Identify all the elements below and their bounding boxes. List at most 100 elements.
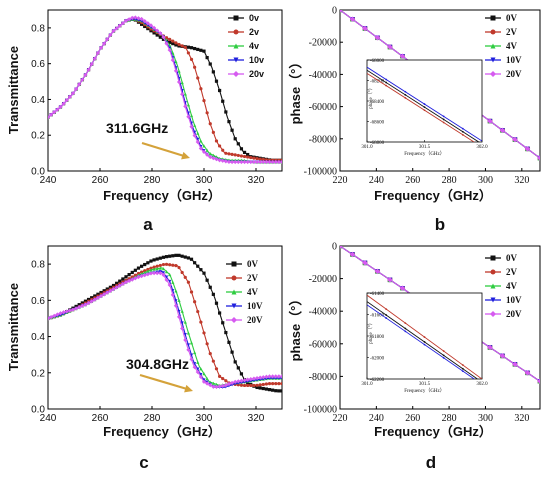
data-point [130, 270, 134, 275]
data-point [146, 27, 150, 31]
data-point [177, 253, 181, 257]
data-point [258, 159, 263, 165]
y-axis-label: phase（°） [288, 293, 303, 362]
data-point [230, 128, 234, 132]
data-point [264, 387, 268, 391]
plot-frame [47, 9, 283, 172]
data-point [148, 271, 154, 276]
inset-data-point [442, 115, 445, 118]
data-point [189, 353, 194, 357]
inset-x-tick-label: 301.5 [419, 145, 431, 150]
data-point [183, 320, 187, 324]
data-point [217, 158, 222, 163]
legend-label: 0v [249, 13, 259, 23]
legend-marker [231, 289, 237, 295]
data-point [273, 374, 278, 379]
data-point [171, 289, 175, 293]
data-point [242, 150, 247, 154]
data-point [258, 157, 262, 161]
data-point [180, 44, 184, 48]
data-point [374, 268, 381, 275]
data-point [362, 25, 368, 32]
data-point [174, 41, 178, 45]
y-tick-label: 0.2 [31, 131, 45, 142]
inset-data-point [423, 106, 426, 109]
data-point [177, 309, 181, 314]
data-point [249, 155, 253, 160]
legend-label: 0V [506, 13, 518, 23]
data-point [537, 378, 540, 385]
data-point [205, 278, 209, 282]
data-point [114, 26, 119, 31]
legend-label: 10V [506, 55, 522, 65]
data-point [255, 383, 259, 387]
data-point [186, 103, 190, 107]
data-point [261, 375, 266, 380]
data-point [117, 23, 122, 28]
inset-data-point [385, 81, 388, 84]
data-point [199, 139, 203, 143]
data-point [158, 263, 162, 268]
data-point [86, 300, 91, 306]
data-point [221, 99, 225, 103]
data-point [86, 67, 91, 72]
x-tick-label: 280 [144, 413, 161, 424]
data-point [186, 45, 190, 49]
data-point [49, 112, 54, 117]
legend-marker [490, 255, 496, 261]
data-point [111, 283, 116, 288]
data-point [214, 382, 219, 386]
data-point [245, 159, 250, 165]
y-tick-label: 0 [332, 6, 337, 17]
y-tick-label: -60000 [309, 102, 337, 113]
data-point [195, 139, 200, 145]
data-point [174, 43, 178, 47]
data-point [176, 314, 182, 319]
data-point [127, 17, 132, 22]
data-point [152, 258, 156, 262]
data-point [196, 360, 200, 364]
data-point [227, 120, 231, 124]
data-point [280, 389, 282, 393]
data-point [133, 15, 138, 20]
legend-marker [231, 303, 237, 309]
data-point [196, 131, 200, 135]
data-point [86, 297, 91, 302]
data-point [537, 155, 540, 161]
data-point [73, 87, 79, 92]
y-tick-label: -100000 [304, 405, 337, 416]
data-point [120, 21, 125, 26]
legend: 0V 2V 4V 10V 20V [226, 259, 263, 325]
data-point [221, 321, 225, 325]
data-point [205, 342, 209, 346]
data-point [208, 351, 212, 356]
data-point [239, 372, 244, 376]
data-point [145, 272, 150, 277]
data-point [149, 268, 153, 272]
legend-marker [233, 15, 239, 21]
legend-label: 2V [247, 273, 259, 283]
data-point [183, 104, 188, 109]
data-point [199, 372, 203, 377]
data-point [267, 382, 272, 386]
data-point [151, 271, 157, 276]
x-tick-label: 280 [442, 413, 457, 424]
inset-data-point [423, 336, 426, 338]
data-point [196, 137, 200, 141]
y-axis-label: phase（°） [288, 56, 303, 125]
data-point [224, 151, 228, 155]
data-point [277, 382, 281, 386]
data-point [149, 259, 153, 263]
data-point [202, 99, 206, 103]
inset-data-point [404, 97, 407, 99]
legend-marker [233, 43, 239, 49]
data-point [136, 266, 141, 270]
data-point [276, 159, 281, 165]
data-point [133, 268, 137, 272]
data-point [221, 376, 225, 381]
data-point [195, 369, 200, 375]
y-tick-label: -20000 [309, 38, 337, 49]
plot-area [48, 253, 282, 393]
data-point [155, 33, 159, 37]
data-point [148, 23, 154, 28]
